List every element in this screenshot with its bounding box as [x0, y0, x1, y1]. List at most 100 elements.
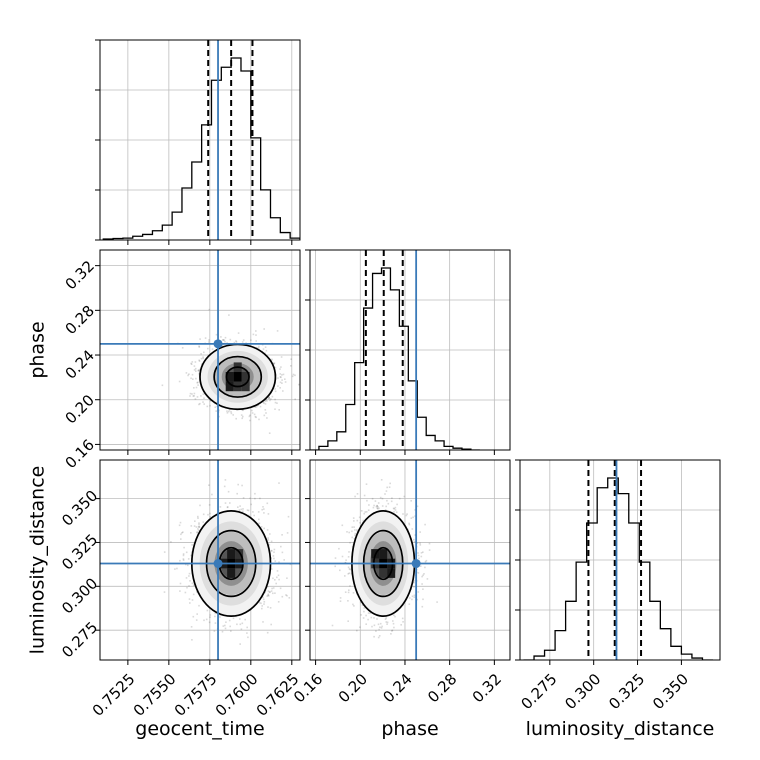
scatter-point: [225, 621, 227, 623]
scatter-point: [191, 582, 194, 585]
x-axis-label-luminosity_distance: luminosity_distance: [526, 718, 715, 740]
scatter-point: [222, 339, 225, 341]
scatter-point: [196, 531, 199, 533]
scatter-point: [198, 359, 200, 362]
scatter-point: [354, 495, 356, 498]
scatter-point: [393, 511, 395, 513]
scatter-point: [195, 386, 198, 389]
scatter-point: [207, 347, 209, 350]
scatter-point: [393, 614, 395, 616]
scatter-point: [198, 372, 201, 375]
scatter-point: [376, 505, 378, 507]
scatter-point: [390, 633, 392, 635]
scatter-point: [196, 613, 198, 615]
scatter-point: [279, 587, 282, 590]
scatter-point: [419, 531, 421, 533]
density-cell: [227, 568, 236, 578]
scatter-point: [255, 340, 257, 342]
scatter-point: [240, 414, 243, 416]
scatter-point: [229, 625, 231, 628]
scatter-point: [203, 619, 205, 622]
scatter-point: [294, 398, 296, 401]
scatter-point: [179, 582, 182, 585]
scatter-point: [368, 504, 370, 506]
scatter-point: [208, 621, 211, 624]
scatter-point: [273, 363, 275, 365]
scatter-point: [282, 390, 284, 392]
scatter-point: [190, 525, 193, 527]
scatter-point: [268, 591, 271, 593]
scatter-point: [275, 582, 277, 585]
scatter-point: [364, 511, 366, 513]
scatter-point: [371, 497, 374, 500]
scatter-point: [186, 586, 188, 589]
scatter-point: [287, 515, 290, 518]
scatter-point: [267, 606, 269, 608]
scatter-point: [347, 591, 350, 594]
scatter-point: [235, 417, 237, 420]
scatter-point: [291, 375, 294, 378]
scatter-point: [246, 626, 248, 629]
scatter-point: [349, 585, 351, 587]
scatter-point: [393, 507, 396, 510]
scatter-point: [252, 333, 255, 336]
scatter-point: [381, 505, 384, 507]
panel-content: [100, 460, 300, 660]
scatter-point: [193, 387, 195, 389]
scatter-point: [192, 378, 194, 380]
scatter-point: [266, 595, 268, 597]
scatter-point: [230, 411, 232, 413]
scatter-point: [281, 551, 284, 554]
scatter-point: [266, 400, 268, 402]
truth-point: [213, 559, 223, 569]
scatter-point: [265, 349, 268, 352]
scatter-point: [394, 509, 397, 511]
scatter-point: [208, 341, 210, 343]
scatter-point: [182, 559, 185, 561]
scatter-point: [192, 395, 195, 397]
scatter-point: [272, 587, 275, 589]
x-tick-label: 0.350: [649, 670, 692, 713]
contour: [225, 366, 250, 388]
contour: [213, 355, 263, 398]
scatter-point: [394, 615, 396, 618]
scatter-point: [269, 607, 272, 609]
scatter-point: [392, 507, 395, 510]
scatter-point: [187, 558, 190, 560]
scatter-point: [276, 570, 279, 572]
scatter-point: [242, 415, 244, 418]
scatter-point: [419, 565, 422, 567]
scatter-point: [195, 377, 197, 380]
scatter-point: [193, 369, 196, 371]
scatter-point: [362, 617, 365, 619]
scatter-point: [281, 595, 284, 598]
scatter-point: [262, 596, 264, 599]
scatter-point: [274, 390, 277, 393]
scatter-point: [271, 358, 273, 361]
scatter-point: [224, 336, 227, 339]
scatter-point: [224, 627, 227, 630]
scatter-point: [356, 519, 359, 522]
x-tick-label: 0.7600: [212, 670, 262, 720]
scatter-point: [393, 626, 395, 629]
scatter-point: [349, 541, 351, 544]
scatter-point: [294, 374, 296, 377]
scatter-point: [249, 419, 251, 422]
scatter-point: [288, 597, 291, 599]
scatter-point: [354, 534, 356, 537]
scatter-point: [338, 547, 340, 550]
scatter-point: [206, 405, 209, 408]
scatter-point: [260, 602, 262, 605]
scatter-point: [199, 402, 201, 405]
scatter-point: [208, 484, 210, 486]
scatter-point: [363, 610, 365, 613]
scatter-point: [416, 598, 418, 601]
scatter-point: [189, 392, 192, 395]
scatter-point: [379, 626, 381, 628]
scatter-point: [255, 406, 258, 408]
histogram-steps: [523, 477, 713, 660]
scatter-point: [241, 409, 244, 411]
scatter-point: [190, 363, 193, 365]
scatter-point: [279, 368, 281, 370]
scatter-point: [362, 519, 365, 522]
